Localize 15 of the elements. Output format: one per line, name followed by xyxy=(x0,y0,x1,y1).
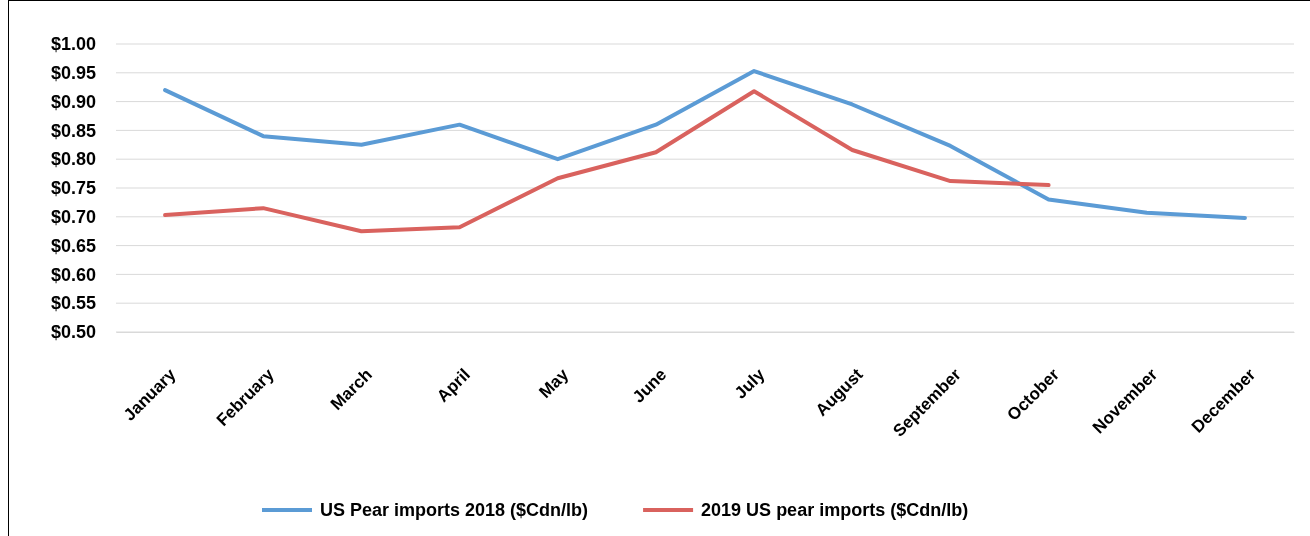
y-tick-label: $0.50 xyxy=(50,322,96,343)
y-tick-label: $0.60 xyxy=(50,264,96,285)
y-tick-label: $0.70 xyxy=(50,207,96,228)
y-tick-label: $0.80 xyxy=(50,149,96,170)
legend-label: US Pear imports 2018 ($Cdn/lb) xyxy=(320,500,589,520)
line-series xyxy=(163,89,1051,234)
y-tick-label: $0.95 xyxy=(50,63,96,84)
y-tick-label: $0.75 xyxy=(50,178,96,199)
line-series xyxy=(163,69,1247,220)
y-tick-label: $0.55 xyxy=(50,293,96,314)
y-tick-label: $0.85 xyxy=(50,120,96,141)
y-tick-label: $1.00 xyxy=(50,34,96,55)
y-tick-label: $0.65 xyxy=(50,235,96,256)
y-tick-label: $0.90 xyxy=(50,91,96,112)
legend-label: 2019 US pear imports ($Cdn/lb) xyxy=(701,500,969,520)
